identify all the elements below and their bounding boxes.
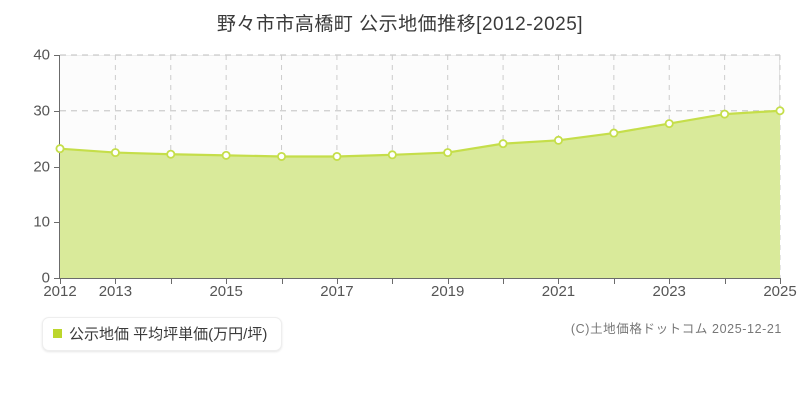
y-axis-tick-mark [54,222,60,224]
x-axis-tick-mark [170,279,172,284]
x-axis-tick-label: 2015 [209,283,243,300]
x-axis-tick-mark [724,279,726,284]
x-axis-line [59,278,781,279]
x-axis-tick-label: 2021 [541,283,576,300]
y-axis-tick-mark [54,278,60,279]
credit-text: (C)土地価格ドットコム 2025-12-21 [570,322,782,336]
x-axis-tick-mark [281,279,283,284]
y-axis-tick-mark [54,55,60,56]
x-axis-tick-mark [669,279,671,284]
x-axis-tick-label: 2025 [763,283,797,300]
y-axis-tick-label: 40 [33,46,50,64]
x-axis-tick-label: 2017 [320,283,354,300]
plot-area [60,55,780,278]
x-axis-tick-mark [60,279,61,284]
x-axis-tick-label: 2023 [652,283,686,300]
x-axis-tick-mark [613,279,615,284]
y-axis-tick-label: 0 [41,269,50,287]
x-axis-tick-label: 2013 [98,283,133,300]
y-axis-tick-label: 10 [33,213,50,231]
y-axis-tick-label: 20 [33,158,50,175]
y-axis-tick-mark [54,166,60,168]
x-axis-tick-mark [447,279,449,284]
legend-swatch-icon [53,329,62,338]
x-axis-tick-mark [226,279,228,284]
y-axis-tick-mark [54,110,60,112]
x-axis-tick-mark [780,279,781,284]
x-axis-tick-mark [503,279,505,284]
y-axis-tick-label: 30 [33,102,50,120]
legend[interactable]: 公示地価 平均坪単価(万円/坪) [42,317,283,351]
x-axis-tick-label: 2019 [431,283,465,300]
x-axis-tick-mark [392,279,394,284]
x-axis-tick-mark [558,279,560,284]
x-axis-tick-mark [115,279,117,284]
x-axis-tick-mark [336,279,338,284]
chart-title: 野々市市高橋町 公示地価推移[2012-2025] [216,14,584,35]
x-axis-tick-label: 2012 [43,283,77,300]
legend-label: 公示地価 平均坪単価(万円/坪) [69,326,268,343]
